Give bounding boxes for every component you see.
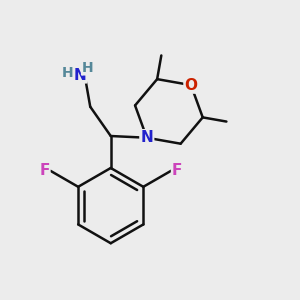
Text: H: H — [62, 66, 74, 80]
Text: F: F — [39, 163, 50, 178]
Text: N: N — [140, 130, 153, 145]
Text: F: F — [172, 163, 182, 178]
Text: O: O — [184, 78, 197, 93]
Text: N: N — [74, 68, 86, 83]
Text: H: H — [81, 61, 93, 75]
